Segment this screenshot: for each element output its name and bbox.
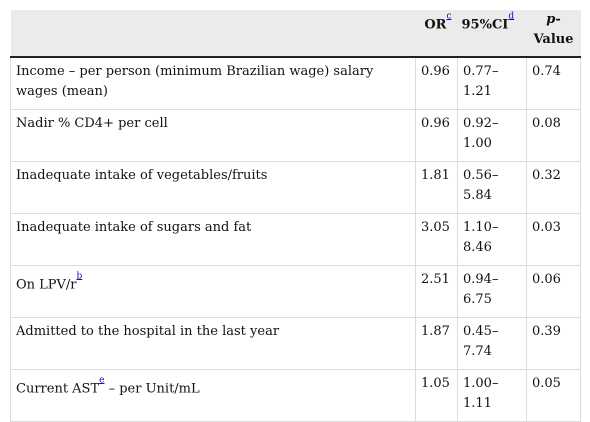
table-row: Admitted to the hospital in the last yea…: [10, 317, 581, 370]
cell-ci: 0.45– 7.74: [457, 317, 527, 370]
header-variable: [10, 10, 416, 58]
cell-p-value: 0.06: [526, 265, 581, 318]
cell-p-value: 0.74: [526, 57, 581, 110]
table-row: Nadir % CD4+ per cell 0.96 0.92– 1.00 0.08: [10, 109, 581, 162]
table-header: ORc 95%CId p-Value: [10, 10, 581, 58]
variable-label: Admitted to the hospital in the last yea…: [16, 324, 280, 339]
cell-p-value: 0.08: [526, 109, 581, 162]
cell-ci: 1.00– 1.11: [457, 369, 527, 422]
variable-label-tail: – per Unit/mL: [104, 381, 200, 397]
table-row: Income – per person (minimum Brazilian w…: [10, 57, 581, 110]
cell-variable: Nadir % CD4+ per cell: [10, 109, 416, 162]
cell-or: 0.96: [415, 57, 458, 110]
cell-or: 2.51: [415, 265, 458, 318]
variable-label: Nadir % CD4+ per cell: [16, 116, 168, 131]
ci-upper: 1.00: [463, 136, 492, 151]
cell-or: 0.96: [415, 109, 458, 162]
cell-p-value: 0.03: [526, 213, 581, 266]
header-p-value: p-Value: [526, 10, 581, 58]
ci-lower: 1.00–: [463, 376, 499, 391]
ci-upper: 8.46: [463, 240, 492, 255]
footnote-link-d[interactable]: d: [508, 11, 515, 22]
cell-or: 3.05: [415, 213, 458, 266]
cell-ci: 0.94– 6.75: [457, 265, 527, 318]
ci-lower: 1.10–: [463, 220, 499, 235]
cell-p-value: 0.05: [526, 369, 581, 422]
ci-upper: 6.75: [463, 292, 492, 307]
ci-lower: 0.45–: [463, 324, 499, 339]
variable-label: Income – per person (minimum Brazilian w…: [16, 64, 374, 99]
footnote-link-b[interactable]: b: [76, 271, 83, 282]
results-table-container: ORc 95%CId p-Value Income – per person (…: [10, 10, 581, 422]
variable-label: Inadequate intake of vegetables/fruits: [16, 168, 268, 183]
cell-ci: 0.56– 5.84: [457, 161, 527, 214]
header-ci: 95%CId: [457, 10, 527, 58]
cell-or: 1.87: [415, 317, 458, 370]
cell-or: 1.05: [415, 369, 458, 422]
ci-lower: 0.92–: [463, 116, 499, 131]
cell-or: 1.81: [415, 161, 458, 214]
footnote-link-c[interactable]: c: [446, 11, 452, 22]
cell-variable: Current ASTe – per Unit/mL: [10, 369, 416, 422]
ci-lower: 0.56–: [463, 168, 499, 183]
cell-variable: Inadequate intake of sugars and fat: [10, 213, 416, 266]
table-row: On LPV/rb 2.51 0.94– 6.75 0.06: [10, 265, 581, 318]
table-row: Inadequate intake of sugars and fat 3.05 1…: [10, 213, 581, 266]
header-or: ORc: [415, 10, 458, 58]
cell-p-value: 0.32: [526, 161, 581, 214]
ci-lower: 0.94–: [463, 272, 499, 287]
cell-ci: 0.92– 1.00: [457, 109, 527, 162]
ci-upper: 1.21: [463, 84, 492, 99]
ci-lower: 0.77–: [463, 64, 499, 79]
variable-label: On LPV/r: [16, 277, 77, 293]
variable-label: Inadequate intake of sugars and fat: [16, 220, 252, 235]
cell-variable: Admitted to the hospital in the last yea…: [10, 317, 416, 370]
table-row: Current ASTe – per Unit/mL 1.05 1.00– 1.11 0…: [10, 369, 581, 422]
cell-ci: 0.77– 1.21: [457, 57, 527, 110]
footnote-link-e[interactable]: e: [99, 375, 105, 386]
cell-variable: Inadequate intake of vegetables/fruits: [10, 161, 416, 214]
cell-ci: 1.10– 8.46: [457, 213, 527, 266]
cell-variable: Income – per person (minimum Brazilian w…: [10, 57, 416, 110]
ci-upper: 1.11: [463, 396, 492, 411]
ci-upper: 5.84: [463, 188, 492, 203]
variable-label: Current AST: [16, 381, 100, 397]
table-row: Inadequate intake of vegetables/fruits 1.…: [10, 161, 581, 214]
cell-variable: On LPV/rb: [10, 265, 416, 318]
ci-upper: 7.74: [463, 344, 492, 359]
cell-p-value: 0.39: [526, 317, 581, 370]
odds-ratio-table: ORc 95%CId p-Value Income – per person (…: [10, 10, 581, 422]
table-body: Income – per person (minimum Brazilian w…: [10, 57, 581, 422]
